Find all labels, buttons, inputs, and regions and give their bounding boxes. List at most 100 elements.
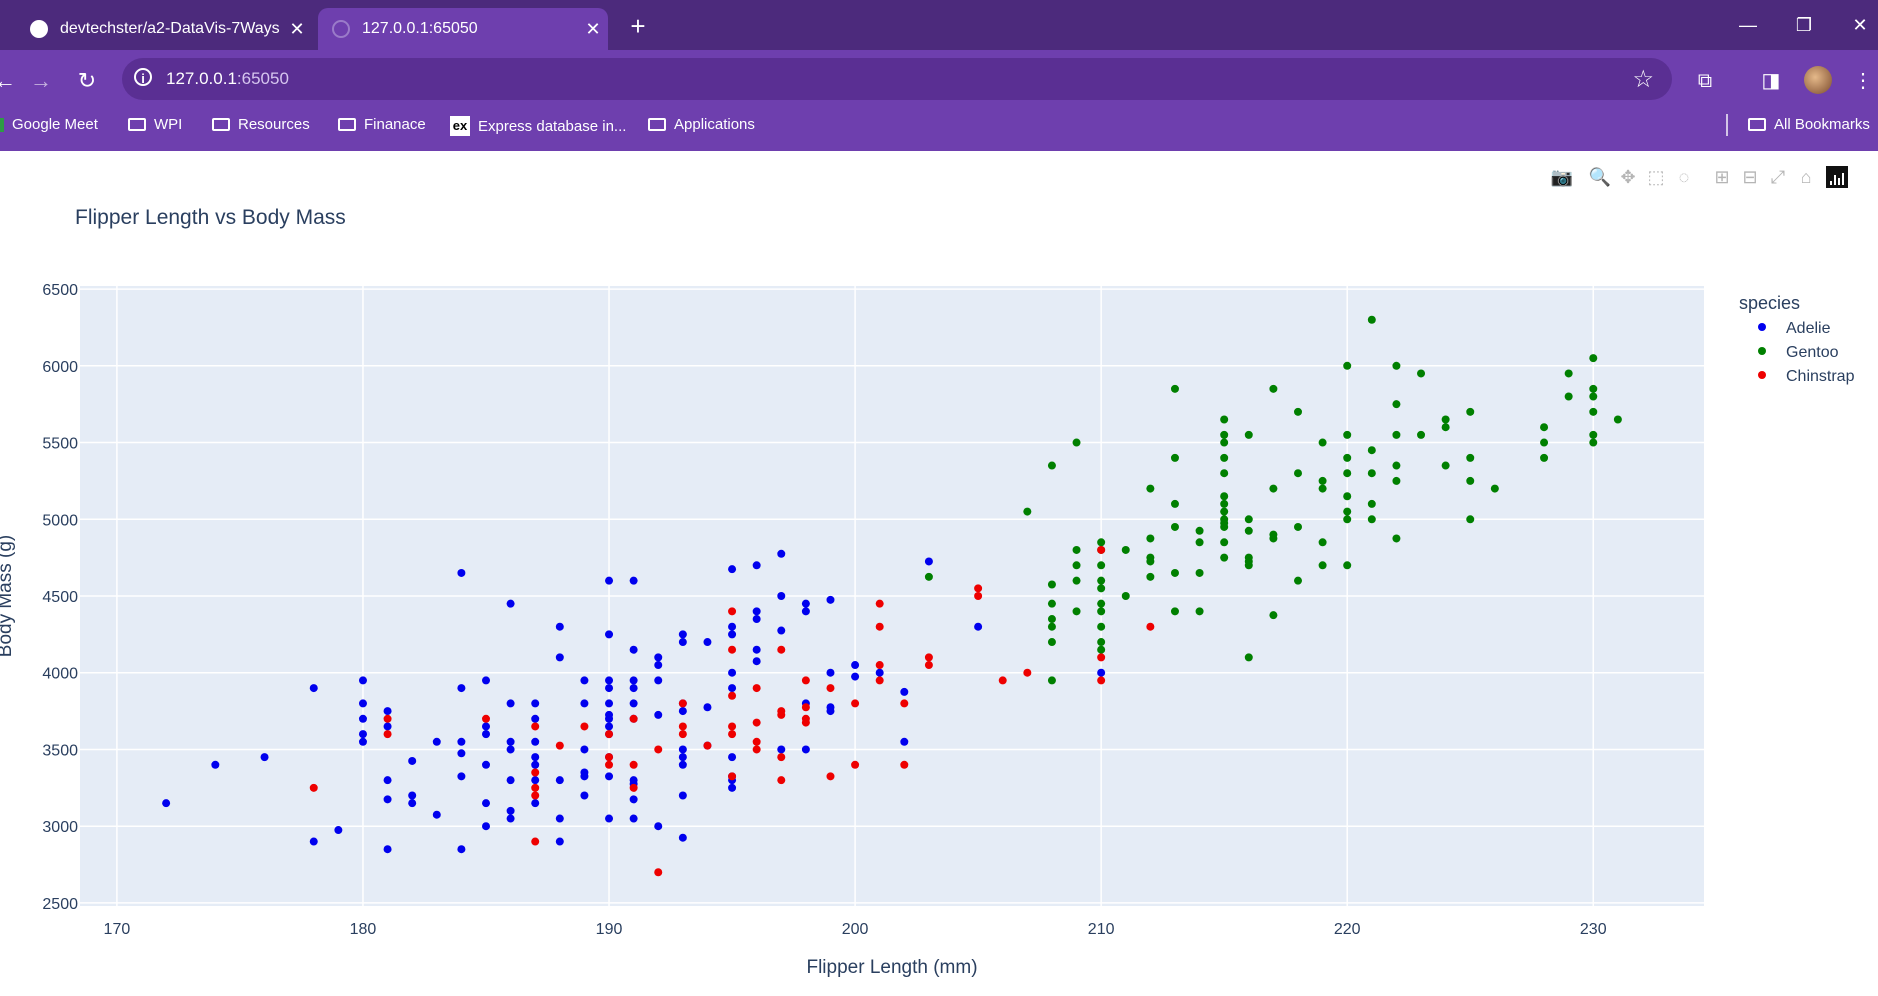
data-point-gentoo [1244, 515, 1253, 524]
data-point-chinstrap [974, 592, 983, 600]
data-point-adelie [482, 822, 490, 831]
data-point-chinstrap [752, 718, 761, 727]
tab-bar: devtechster/a2-DataVis-7Ways ✕ 127.0.0.1… [0, 0, 1878, 50]
data-point-adelie [629, 676, 638, 685]
tab-github[interactable]: devtechster/a2-DataVis-7Ways ✕ [0, 8, 312, 50]
data-point-gentoo [1343, 453, 1352, 462]
data-point-gentoo [1097, 561, 1106, 570]
bookmark-resources[interactable]: Resources [212, 116, 310, 133]
data-point-chinstrap [580, 722, 589, 731]
data-point-adelie [383, 722, 392, 731]
data-point-adelie [457, 684, 466, 693]
data-point-gentoo [1441, 423, 1450, 432]
bookmark-applications[interactable]: Applications [648, 116, 755, 133]
reload-icon[interactable]: ↻ [77, 68, 97, 93]
data-point-gentoo [1343, 430, 1352, 439]
box-select-icon[interactable]: ⬚ [1647, 167, 1665, 187]
data-point-adelie [555, 837, 564, 846]
data-point-adelie [678, 630, 687, 639]
data-point-gentoo [1244, 430, 1253, 439]
data-point-chinstrap [531, 783, 540, 792]
data-point-adelie [728, 630, 737, 639]
legend-title: species [1739, 293, 1800, 313]
camera-icon[interactable]: 📷 [1550, 167, 1574, 187]
data-point-adelie [408, 756, 417, 765]
data-point-adelie [752, 657, 761, 666]
autoscale-icon[interactable]: ⤢ [1770, 167, 1786, 187]
data-point-adelie [309, 684, 318, 693]
bookmark-finanace[interactable]: Finanace [338, 116, 426, 133]
data-point-chinstrap [703, 741, 712, 750]
lasso-select-icon[interactable]: ◌ [1678, 167, 1690, 187]
close-window-icon[interactable]: ✕ [1852, 15, 1868, 35]
data-point-adelie [383, 776, 392, 785]
zoom-out-icon[interactable]: ⊟ [1742, 167, 1758, 187]
data-point-gentoo [1072, 576, 1081, 585]
data-point-gentoo [1195, 607, 1204, 616]
data-point-adelie [728, 668, 737, 677]
legend-marker-adelie [1758, 323, 1766, 331]
bookmarks-divider [1726, 114, 1728, 136]
x-tick-label: 190 [596, 921, 623, 938]
bookmark-label: Google Meet [12, 116, 98, 133]
extensions-icon[interactable]: ⧉ [1697, 70, 1713, 92]
data-point-gentoo [1294, 576, 1302, 585]
data-point-adelie [629, 795, 638, 804]
back-icon[interactable]: ← [0, 68, 16, 93]
data-point-gentoo [1170, 384, 1179, 393]
data-point-adelie [605, 630, 614, 639]
data-point-adelie [826, 668, 835, 677]
data-point-gentoo [1097, 638, 1106, 647]
google-meet-icon [0, 117, 4, 132]
data-point-adelie [1097, 668, 1106, 677]
zoom-icon[interactable]: 🔍 [1588, 167, 1612, 187]
data-point-chinstrap [1146, 622, 1155, 631]
forward-icon[interactable]: → [30, 68, 52, 93]
pan-icon[interactable]: ✥ [1620, 167, 1636, 187]
data-point-adelie [654, 822, 663, 831]
restore-icon[interactable]: ❐ [1795, 15, 1813, 35]
minimize-icon[interactable]: — [1739, 15, 1757, 35]
data-point-adelie [974, 622, 983, 631]
data-point-chinstrap [605, 753, 614, 762]
legend-label-adelie: Adelie [1786, 320, 1831, 337]
address-text[interactable]: 127.0.0.1:65050 [166, 69, 289, 89]
data-point-adelie [531, 776, 540, 785]
all-bookmarks[interactable]: All Bookmarks [1748, 116, 1870, 133]
data-point-gentoo [1097, 538, 1106, 547]
bookmark-star-icon[interactable]: ☆ [1632, 66, 1654, 93]
y-tick-label: 5000 [42, 512, 78, 529]
tab-localhost[interactable]: 127.0.0.1:65050 ✕ [318, 8, 608, 50]
bookmark-google-meet[interactable]: Google Meet [0, 116, 98, 133]
data-point-gentoo [1367, 469, 1376, 478]
data-point-adelie [531, 737, 540, 746]
reset-axes-icon[interactable]: ⌂ [1800, 167, 1812, 187]
data-point-adelie [605, 676, 614, 685]
bookmark-wpi[interactable]: WPI [128, 116, 182, 133]
data-point-adelie [555, 622, 564, 631]
menu-icon[interactable]: ⋮ [1853, 70, 1873, 92]
data-point-adelie [457, 772, 466, 781]
y-tick-label: 6500 [42, 282, 78, 299]
data-point-gentoo [1540, 438, 1549, 447]
address-bar[interactable]: i 127.0.0.1:65050 ☆ [122, 58, 1672, 100]
tab-close-icon[interactable]: ✕ [289, 18, 305, 39]
bookmark-express[interactable]: ex Express database in... [450, 116, 626, 136]
avatar[interactable] [1804, 66, 1832, 94]
data-point-gentoo [1146, 534, 1155, 543]
data-point-adelie [605, 722, 614, 731]
data-point-chinstrap [605, 730, 614, 739]
data-point-adelie [752, 561, 761, 570]
site-info-icon[interactable]: i [134, 68, 152, 86]
data-point-adelie [654, 710, 663, 719]
tab-close-icon[interactable]: ✕ [585, 18, 601, 39]
zoom-in-icon[interactable]: ⊞ [1714, 167, 1730, 187]
plotly-logo-icon[interactable] [1826, 166, 1848, 188]
data-point-gentoo [1392, 361, 1401, 370]
data-point-gentoo [1072, 545, 1081, 554]
side-panel-icon[interactable]: ◨ [1761, 70, 1781, 92]
new-tab-button[interactable]: + [630, 11, 646, 41]
data-point-gentoo [1269, 534, 1278, 543]
data-point-adelie [605, 576, 614, 585]
data-point-adelie [678, 791, 687, 800]
